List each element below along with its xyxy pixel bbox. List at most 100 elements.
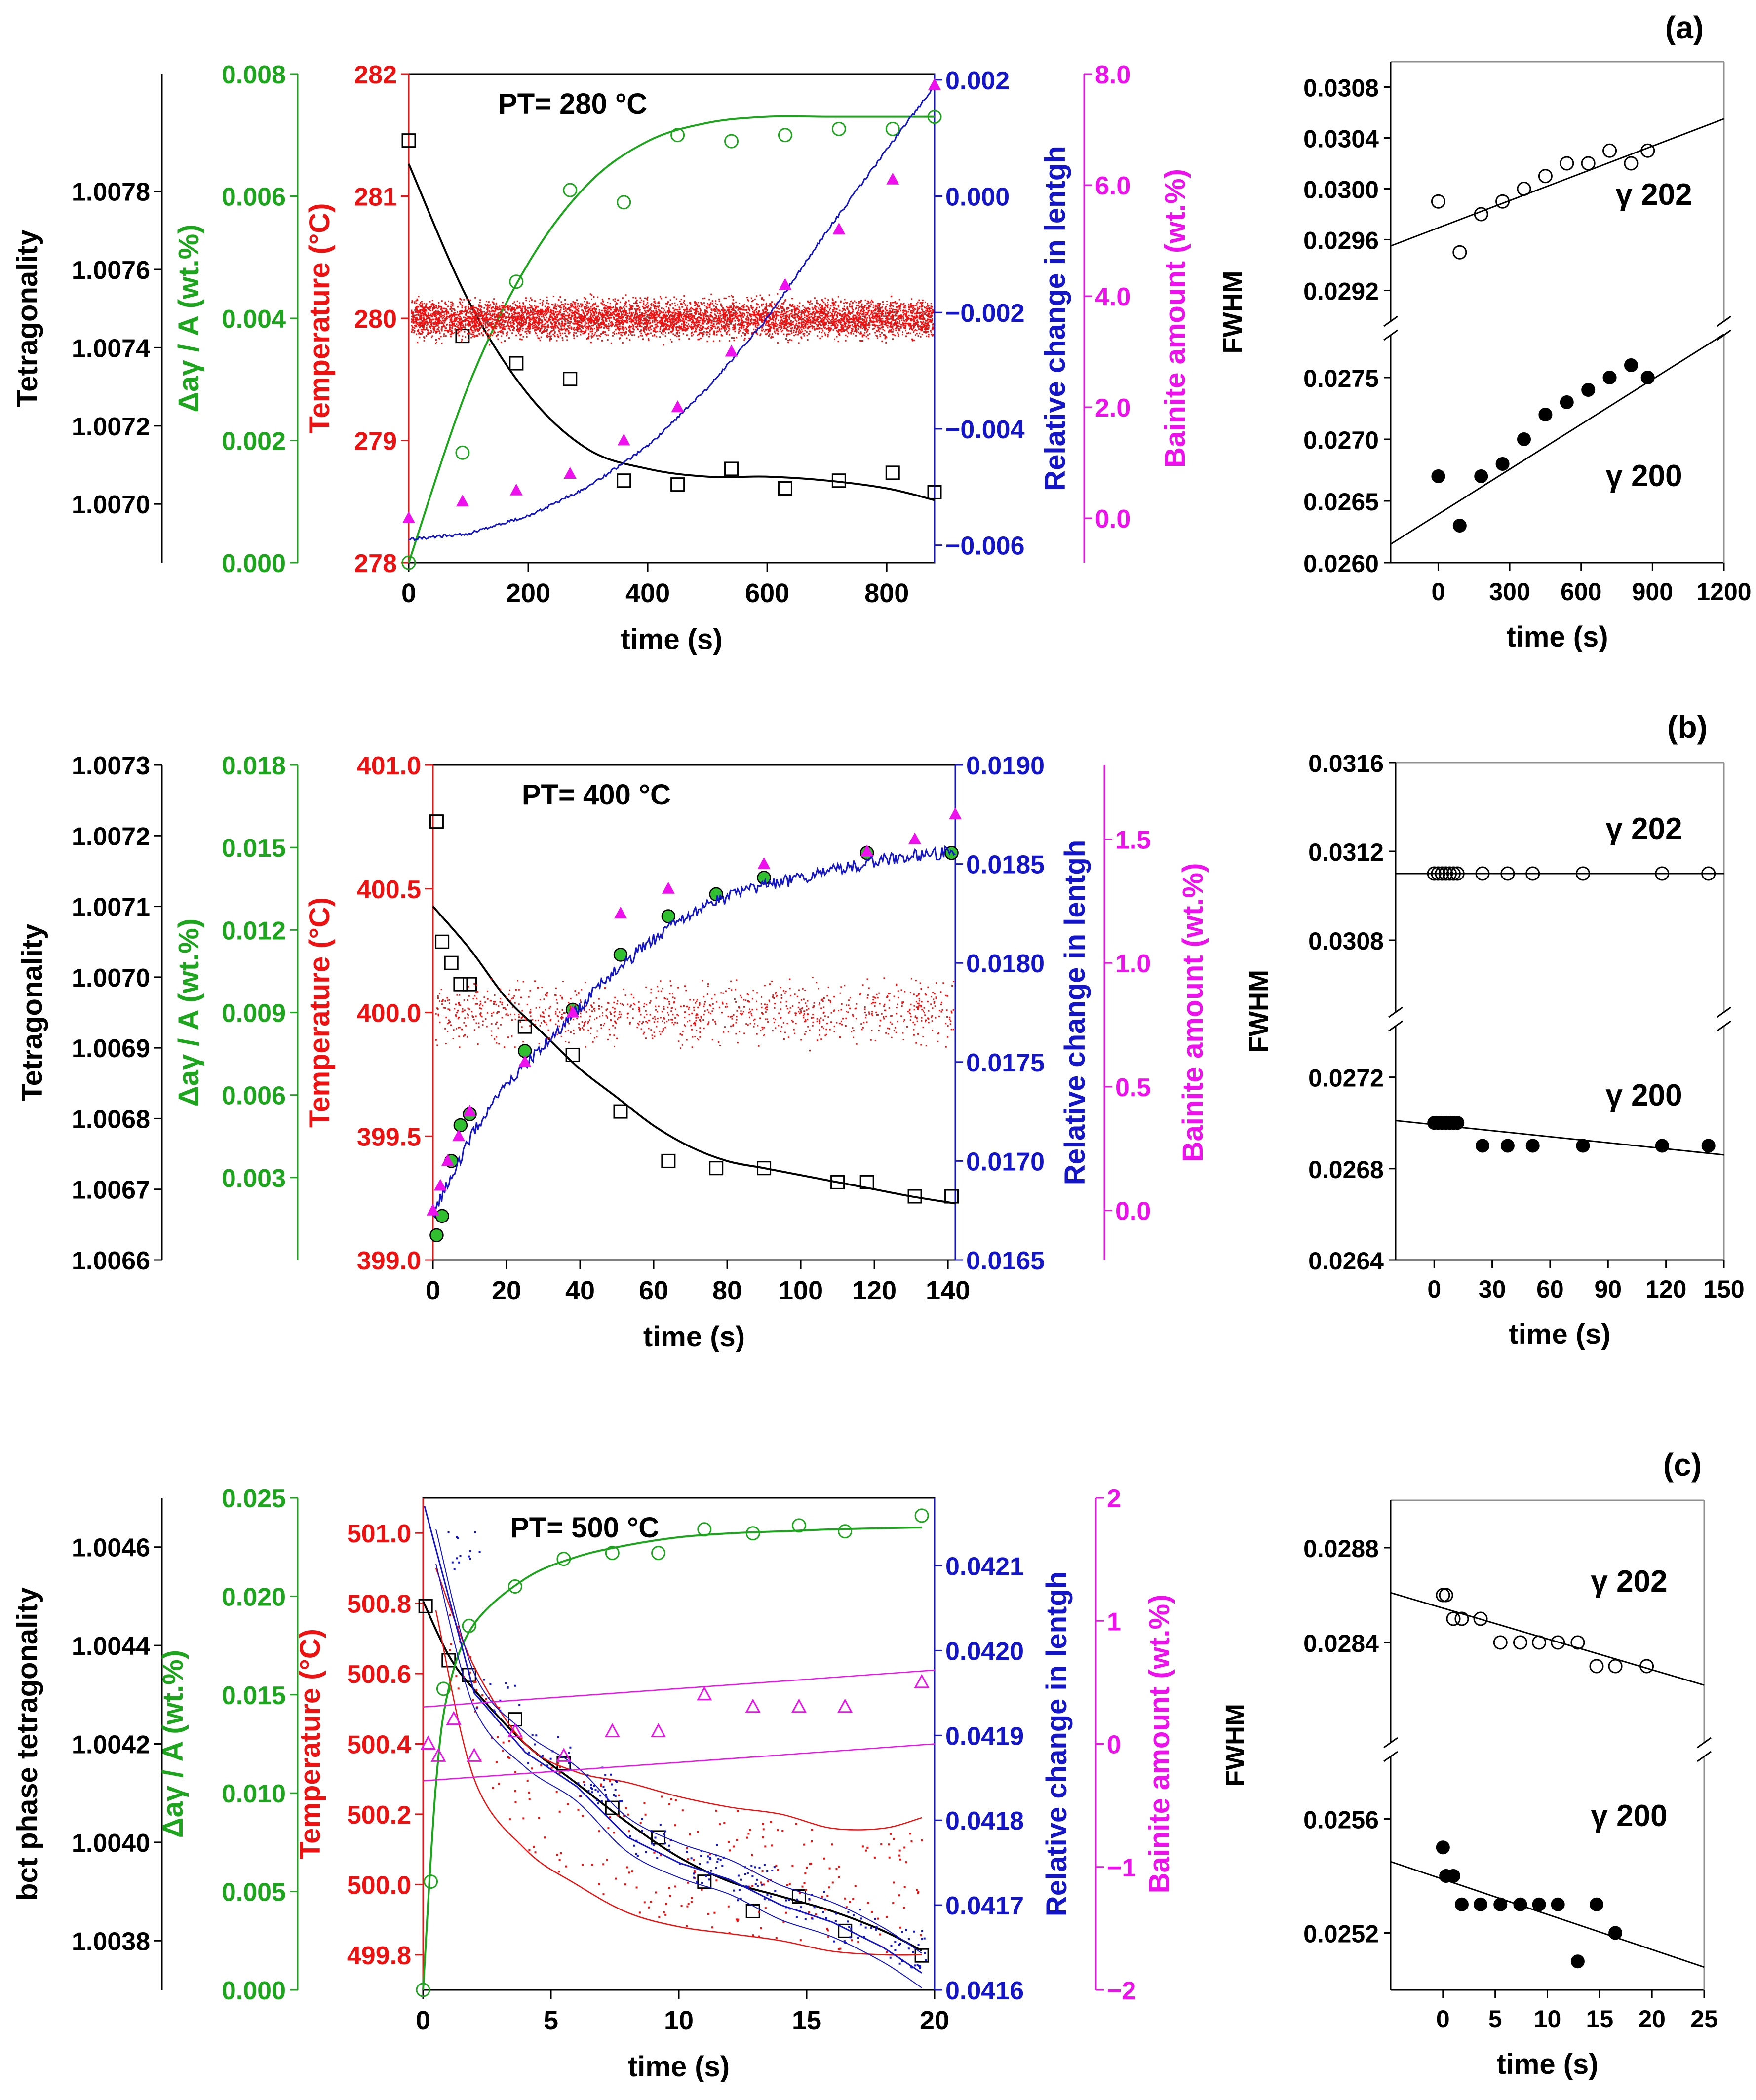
- data-point: [1624, 358, 1638, 372]
- y-tick-label: 1.0070: [72, 964, 150, 993]
- y-tick-label: 0.0308: [1303, 75, 1379, 102]
- data-point: [1640, 371, 1655, 384]
- y-tick-label: 1.0044: [72, 1632, 150, 1661]
- chart-title: PT= 400 °C: [522, 779, 671, 811]
- fit-line: [1390, 334, 1724, 545]
- y-tick-label: −0.004: [945, 416, 1025, 444]
- y-tick-label: 0.015: [222, 1681, 286, 1710]
- y-tick-label: 0.006: [222, 1082, 286, 1110]
- series-label: γ 200: [1591, 1799, 1667, 1833]
- x-tick-label: 0: [401, 578, 416, 608]
- series-label: γ 202: [1605, 812, 1682, 846]
- data-point: [1439, 1588, 1453, 1603]
- data-point: [507, 1723, 523, 1738]
- series-temperature-band: [435, 1567, 923, 1956]
- y-tick-label: 1.0066: [72, 1247, 150, 1275]
- data-point: [1602, 371, 1617, 384]
- y-tick-label: −0.002: [945, 299, 1025, 328]
- y-tick-label: 399.0: [357, 1247, 421, 1275]
- data-point: [1431, 866, 1445, 881]
- x-tick-label: 0: [1432, 578, 1445, 606]
- data-point: [1454, 1611, 1469, 1626]
- data-point: [791, 1698, 807, 1713]
- data-point: [455, 445, 470, 460]
- data-point: [1532, 1897, 1546, 1911]
- y-tick-label: 0.0308: [1308, 927, 1384, 955]
- break-mark: [1388, 1020, 1403, 1032]
- x-tick-label: 15: [792, 2006, 821, 2035]
- y-tick-label: 0.008: [222, 61, 286, 89]
- data-point: [401, 555, 416, 570]
- y-tick-label: 0.0: [1095, 505, 1131, 534]
- x-tick-label: 200: [506, 578, 550, 608]
- temperature-upper: [435, 1567, 922, 1831]
- y-tick-label: 0.0418: [945, 1807, 1024, 1835]
- data-point: [1570, 1954, 1585, 1969]
- data-point: [1517, 182, 1531, 196]
- data-point: [429, 1228, 444, 1243]
- y-tick-label: 1.0070: [72, 491, 150, 519]
- y-axis-title: Δaγ / A (wt.%): [173, 224, 205, 412]
- y-tick-label: 0.0288: [1303, 1535, 1379, 1563]
- data-point: [830, 1175, 845, 1189]
- data-point: [662, 881, 675, 894]
- data-point: [670, 477, 685, 492]
- data-point: [1655, 1139, 1669, 1153]
- y-tick-label: 1.0074: [72, 334, 150, 363]
- data-point: [791, 1889, 806, 1904]
- y-tick-label: 0.018: [222, 752, 286, 780]
- length-lower: [435, 1563, 922, 1988]
- y-tick-label: 278: [354, 549, 397, 578]
- data-point: [914, 1508, 929, 1523]
- data-point: [1446, 1869, 1460, 1883]
- data-point: [1701, 866, 1716, 881]
- length-upper: [435, 1528, 922, 1954]
- data-point: [617, 195, 631, 210]
- data-point: [617, 473, 631, 488]
- data-point: [613, 948, 628, 962]
- data-point: [1551, 1635, 1565, 1650]
- y-tick-label: 0.0272: [1308, 1065, 1384, 1092]
- series-γ-202: γ 202: [1390, 1565, 1705, 1686]
- x-tick-label: 0: [1436, 2005, 1450, 2033]
- x-axis-label: time (s): [1509, 1318, 1610, 1350]
- data-point: [908, 832, 922, 844]
- data-point: [1589, 1659, 1604, 1674]
- data-point: [1500, 1139, 1515, 1153]
- series-label: γ 202: [1591, 1565, 1667, 1599]
- data-point: [1602, 143, 1617, 158]
- data-point: [1450, 866, 1465, 881]
- y-axis-title: Bainite amount (wt.%): [1159, 169, 1191, 468]
- data-point: [697, 1686, 712, 1701]
- data-point: [757, 857, 771, 869]
- y-tick-label: 1.0042: [72, 1731, 150, 1759]
- y-tick-label: 0.0264: [1308, 1247, 1384, 1275]
- series-γ-202: γ 202: [1396, 812, 1724, 881]
- x-axis-label: time (s): [643, 1321, 745, 1353]
- data-point: [462, 1618, 476, 1633]
- fit-curve: [422, 1526, 922, 1990]
- data-point: [1655, 866, 1670, 881]
- temperature-noise: [411, 293, 934, 346]
- data-point: [838, 1524, 853, 1539]
- data-point: [1474, 1897, 1488, 1911]
- y-tick-label: 0.005: [222, 1878, 286, 1907]
- y-tick-label: 0.002: [945, 67, 1010, 95]
- data-point: [1431, 469, 1445, 483]
- x-tick-label: 80: [712, 1276, 742, 1305]
- data-point: [661, 909, 676, 923]
- data-point: [757, 1161, 772, 1176]
- series-relative-change-in-lentgh: [424, 1505, 927, 1988]
- data-point: [1551, 1897, 1565, 1911]
- y-tick-label: −2: [1107, 1977, 1136, 2005]
- series--a-a: [401, 110, 942, 570]
- data-point: [1493, 1897, 1508, 1911]
- data-point: [605, 1800, 620, 1815]
- y-axis-title: Relative change in lentgh: [1041, 1571, 1073, 1916]
- fit-line: [1390, 118, 1724, 247]
- data-point: [1475, 866, 1490, 881]
- x-tick-label: 10: [1534, 2005, 1561, 2033]
- fit-curve: [432, 906, 956, 1205]
- panel-label: (a): [1665, 10, 1704, 45]
